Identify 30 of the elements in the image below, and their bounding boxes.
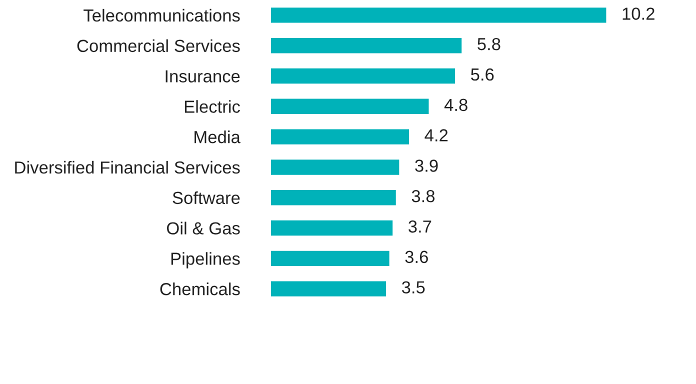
y-tick-label: Software [172, 191, 240, 204]
bar [271, 98, 429, 114]
bar [271, 250, 390, 266]
data-label: 10.2 [622, 8, 654, 20]
bar [271, 160, 400, 175]
bar [271, 190, 396, 206]
bar [271, 281, 386, 296]
bar [271, 38, 462, 54]
bar [271, 129, 410, 144]
data-label: 3.5 [402, 281, 425, 294]
bar [271, 8, 606, 23]
data-label: 3.8 [412, 190, 435, 202]
y-tick-label: Commercial Services [77, 39, 240, 52]
y-tick-label: Diversified Financial Services [15, 160, 240, 174]
data-label: 5.8 [478, 38, 500, 50]
data-label: 3.7 [408, 220, 432, 233]
y-tick-label: Media [194, 130, 240, 144]
data-label: 3.9 [415, 160, 438, 172]
data-label: 4.2 [424, 129, 448, 142]
y-tick-label: Telecommunications [84, 8, 240, 22]
y-tick-label: Electric [184, 100, 240, 113]
y-tick-label: Oil & Gas [166, 222, 240, 234]
data-label: 5.6 [471, 68, 494, 81]
y-tick-label: Chemicals [160, 282, 240, 296]
data-label: 3.6 [405, 250, 428, 264]
bar [271, 68, 456, 84]
y-tick-label: Pipelines [171, 252, 240, 268]
data-label: 4.8 [444, 98, 468, 112]
y-tick-label: Insurance [166, 70, 240, 82]
bar [271, 220, 393, 236]
